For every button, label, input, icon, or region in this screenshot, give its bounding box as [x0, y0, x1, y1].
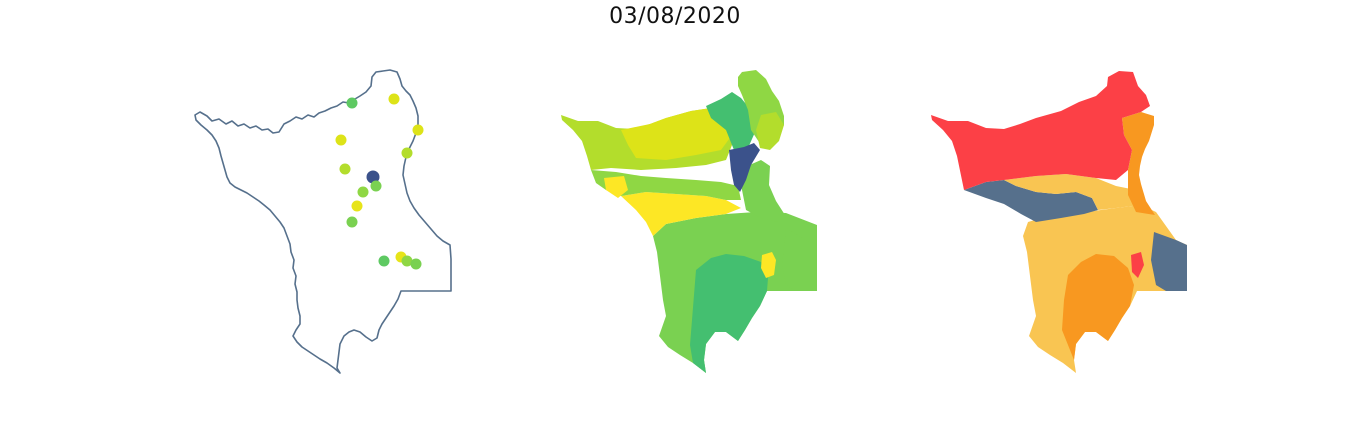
station-marker	[410, 258, 422, 270]
station-marker	[366, 170, 380, 184]
cat-small-red	[1131, 252, 1144, 278]
station-marker	[401, 255, 413, 267]
cat-east-dark	[1151, 232, 1187, 291]
station-marker	[357, 186, 369, 198]
region-mid-north	[591, 170, 741, 200]
region-east-small	[761, 252, 776, 278]
cat-mid-dark	[964, 180, 1098, 222]
station-marker	[339, 163, 351, 175]
station-marker	[388, 93, 400, 105]
cat-north-red	[931, 71, 1150, 190]
station-marker	[346, 97, 358, 109]
figure-title: 03/08/2020	[609, 4, 741, 29]
region-north-forest	[706, 92, 756, 150]
station-marker	[335, 134, 347, 146]
region-south-core	[690, 254, 768, 373]
station-marker	[351, 200, 363, 212]
cat-mid-gold	[1004, 174, 1146, 210]
region-mid-band	[621, 192, 741, 236]
region-east-column	[738, 160, 785, 222]
region-east-lobe	[782, 228, 817, 291]
station-marker	[346, 216, 358, 228]
territory-outline	[194, 69, 452, 374]
station-marker	[401, 147, 413, 159]
cat-south-orange	[1062, 254, 1134, 360]
region-west-yellow	[604, 176, 628, 198]
region-north-east	[756, 112, 784, 150]
station-marker	[370, 180, 382, 192]
station-marker	[378, 255, 390, 267]
region-central-low	[729, 143, 760, 192]
region-north-band	[621, 108, 732, 160]
station-marker	[412, 124, 424, 136]
cat-east-orange	[1122, 112, 1155, 215]
